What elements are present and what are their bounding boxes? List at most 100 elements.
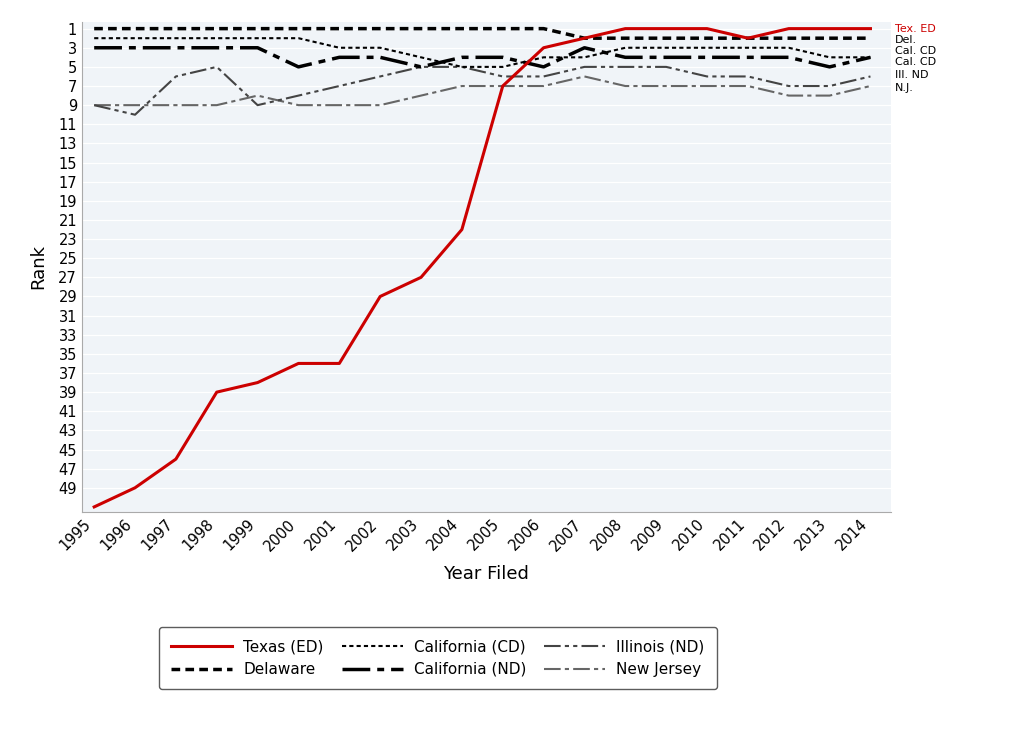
Delaware [456, 24, 468, 33]
Texas (ED) [620, 24, 632, 33]
California (ND) [211, 43, 223, 52]
California (ND) [782, 53, 795, 61]
Delaware [864, 34, 877, 42]
Line: California (ND): California (ND) [94, 48, 870, 67]
Illinois (ND) [88, 101, 100, 110]
California (CD) [211, 34, 223, 42]
California (ND) [864, 53, 877, 61]
California (ND) [129, 43, 141, 52]
California (CD) [129, 34, 141, 42]
California (CD) [252, 34, 264, 42]
Illinois (ND) [864, 72, 877, 81]
California (ND) [538, 63, 550, 72]
New Jersey [252, 91, 264, 100]
Delaware [129, 24, 141, 33]
Texas (ED) [456, 225, 468, 234]
California (CD) [864, 53, 877, 61]
Illinois (ND) [700, 72, 713, 81]
Text: Cal. CD: Cal. CD [895, 45, 936, 56]
Line: California (CD): California (CD) [94, 38, 870, 67]
Texas (ED) [252, 378, 264, 387]
Delaware [497, 24, 509, 33]
California (CD) [823, 53, 836, 61]
New Jersey [700, 82, 713, 91]
Delaware [333, 24, 345, 33]
California (CD) [415, 53, 427, 61]
Texas (ED) [579, 34, 591, 42]
Line: Illinois (ND): Illinois (ND) [94, 67, 870, 115]
Texas (ED) [170, 455, 182, 463]
Texas (ED) [538, 43, 550, 52]
Illinois (ND) [538, 72, 550, 81]
Line: Delaware: Delaware [94, 29, 870, 38]
California (CD) [660, 43, 673, 52]
Delaware [741, 34, 754, 42]
California (CD) [620, 43, 632, 52]
California (ND) [374, 53, 386, 61]
Illinois (ND) [374, 72, 386, 81]
Texas (ED) [333, 359, 345, 368]
California (ND) [579, 43, 591, 52]
California (ND) [333, 53, 345, 61]
Delaware [782, 34, 795, 42]
Delaware [170, 24, 182, 33]
New Jersey [129, 101, 141, 110]
New Jersey [864, 82, 877, 91]
Illinois (ND) [782, 82, 795, 91]
Illinois (ND) [415, 63, 427, 72]
Illinois (ND) [170, 72, 182, 81]
Text: N.J.: N.J. [895, 83, 913, 93]
Illinois (ND) [497, 72, 509, 81]
Texas (ED) [864, 24, 877, 33]
Legend: Texas (ED), Delaware, California (CD), California (ND), Illinois (ND), New Jerse: Texas (ED), Delaware, California (CD), C… [159, 627, 717, 689]
California (CD) [497, 63, 509, 72]
Illinois (ND) [333, 82, 345, 91]
New Jersey [782, 91, 795, 100]
California (ND) [252, 43, 264, 52]
Texas (ED) [741, 34, 754, 42]
Texas (ED) [415, 273, 427, 281]
Delaware [211, 24, 223, 33]
New Jersey [823, 91, 836, 100]
Texas (ED) [700, 24, 713, 33]
Delaware [374, 24, 386, 33]
California (ND) [700, 53, 713, 61]
Texas (ED) [660, 24, 673, 33]
California (CD) [333, 43, 345, 52]
Texas (ED) [374, 292, 386, 301]
New Jersey [579, 72, 591, 81]
Illinois (ND) [579, 63, 591, 72]
New Jersey [620, 82, 632, 91]
Delaware [823, 34, 836, 42]
Texas (ED) [88, 502, 100, 511]
California (ND) [456, 53, 468, 61]
New Jersey [497, 82, 509, 91]
California (CD) [538, 53, 550, 61]
California (CD) [579, 53, 591, 61]
Illinois (ND) [456, 63, 468, 72]
New Jersey [415, 91, 427, 100]
Texas (ED) [782, 24, 795, 33]
Illinois (ND) [823, 82, 836, 91]
Illinois (ND) [741, 72, 754, 81]
California (CD) [741, 43, 754, 52]
Text: Tex. ED: Tex. ED [895, 23, 936, 34]
Text: Ill. ND: Ill. ND [895, 69, 929, 80]
California (CD) [374, 43, 386, 52]
Delaware [660, 34, 673, 42]
California (CD) [782, 43, 795, 52]
Delaware [415, 24, 427, 33]
New Jersey [374, 101, 386, 110]
New Jersey [88, 101, 100, 110]
Delaware [700, 34, 713, 42]
New Jersey [333, 101, 345, 110]
California (CD) [170, 34, 182, 42]
Text: Del.: Del. [895, 35, 918, 45]
Text: Cal. CD: Cal. CD [895, 57, 936, 67]
California (CD) [700, 43, 713, 52]
New Jersey [538, 82, 550, 91]
Texas (ED) [211, 387, 223, 396]
Y-axis label: Rank: Rank [30, 244, 47, 289]
Illinois (ND) [620, 63, 632, 72]
Illinois (ND) [252, 101, 264, 110]
